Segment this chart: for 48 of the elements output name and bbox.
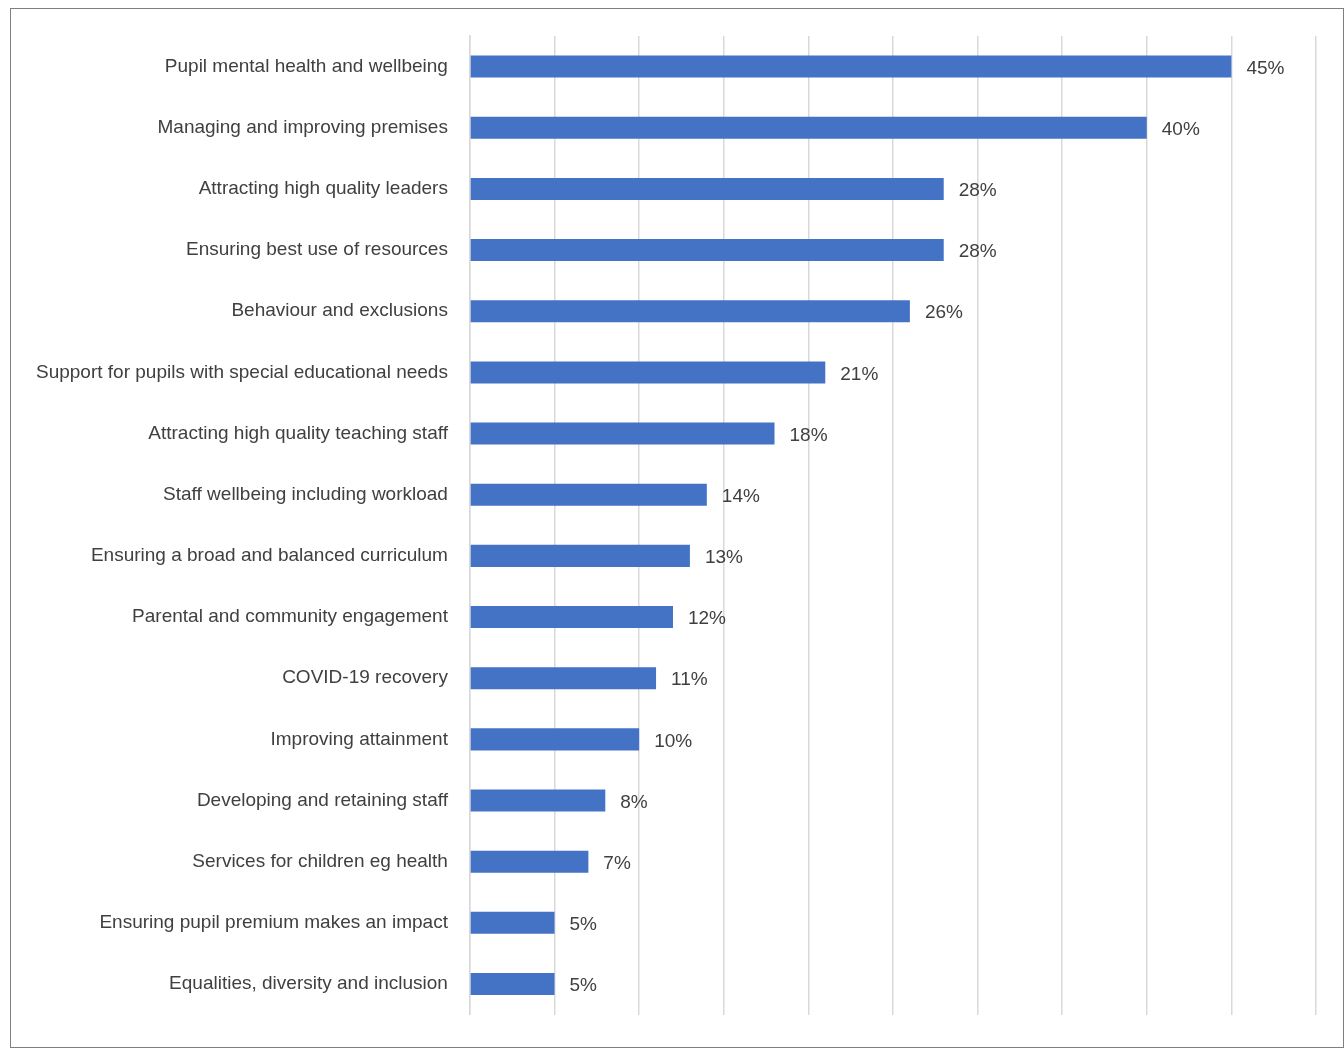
data-label: 18% xyxy=(789,423,828,445)
data-label: 14% xyxy=(721,484,760,506)
y-tick-label: Attracting high quality leaders xyxy=(198,177,448,199)
data-label: 26% xyxy=(924,301,964,323)
bar xyxy=(470,728,640,751)
bar xyxy=(470,850,589,873)
y-tick-label: Developing and retaining staff xyxy=(196,788,449,810)
bar xyxy=(470,300,910,323)
data-label: 13% xyxy=(704,546,744,568)
y-tick-label: Attracting high quality teaching staff xyxy=(148,421,449,443)
y-tick-label: Services for children eg health xyxy=(192,849,448,871)
data-label: 28% xyxy=(958,240,997,262)
bar xyxy=(470,422,775,445)
bar xyxy=(470,483,707,506)
bar xyxy=(470,361,826,384)
data-label: 28% xyxy=(958,179,997,201)
data-label: 5% xyxy=(569,913,598,935)
data-label: 11% xyxy=(671,668,708,690)
bar xyxy=(470,973,555,996)
y-tick-label: Ensuring best use of resources xyxy=(186,238,448,260)
data-label: 12% xyxy=(687,607,727,629)
y-tick-label: Staff wellbeing including workload xyxy=(163,482,448,504)
bar xyxy=(470,789,606,812)
bar xyxy=(470,239,944,262)
bar xyxy=(470,177,944,200)
bar xyxy=(470,544,690,567)
y-tick-label: Behaviour and exclusions xyxy=(231,299,448,321)
bar xyxy=(470,911,555,934)
y-tick-label: Ensuring pupil premium makes an impact xyxy=(99,911,449,933)
bar xyxy=(470,667,657,690)
bar xyxy=(470,606,673,629)
y-tick-label: Ensuring a broad and balanced curriculum xyxy=(90,544,448,566)
data-label: 10% xyxy=(654,729,693,751)
bar xyxy=(470,55,1232,78)
y-tick-label: Equalities, diversity and inclusion xyxy=(169,972,448,994)
data-label: 45% xyxy=(1246,56,1285,78)
y-tick-label: Improving attainment xyxy=(270,727,449,749)
data-label: 7% xyxy=(603,851,631,873)
data-label: 21% xyxy=(840,362,879,384)
y-tick-label: Managing and improving premises xyxy=(157,115,448,137)
y-tick-label: COVID-19 recovery xyxy=(282,666,449,688)
y-tick-label: Parental and community engagement xyxy=(132,605,449,627)
y-tick-label: Pupil mental health and wellbeing xyxy=(164,54,448,76)
data-label: 40% xyxy=(1161,117,1200,139)
data-label: 5% xyxy=(569,974,598,996)
data-label: 8% xyxy=(620,790,648,812)
bar xyxy=(470,116,1147,139)
y-tick-label: Support for pupils with special educational needs xyxy=(35,360,448,382)
